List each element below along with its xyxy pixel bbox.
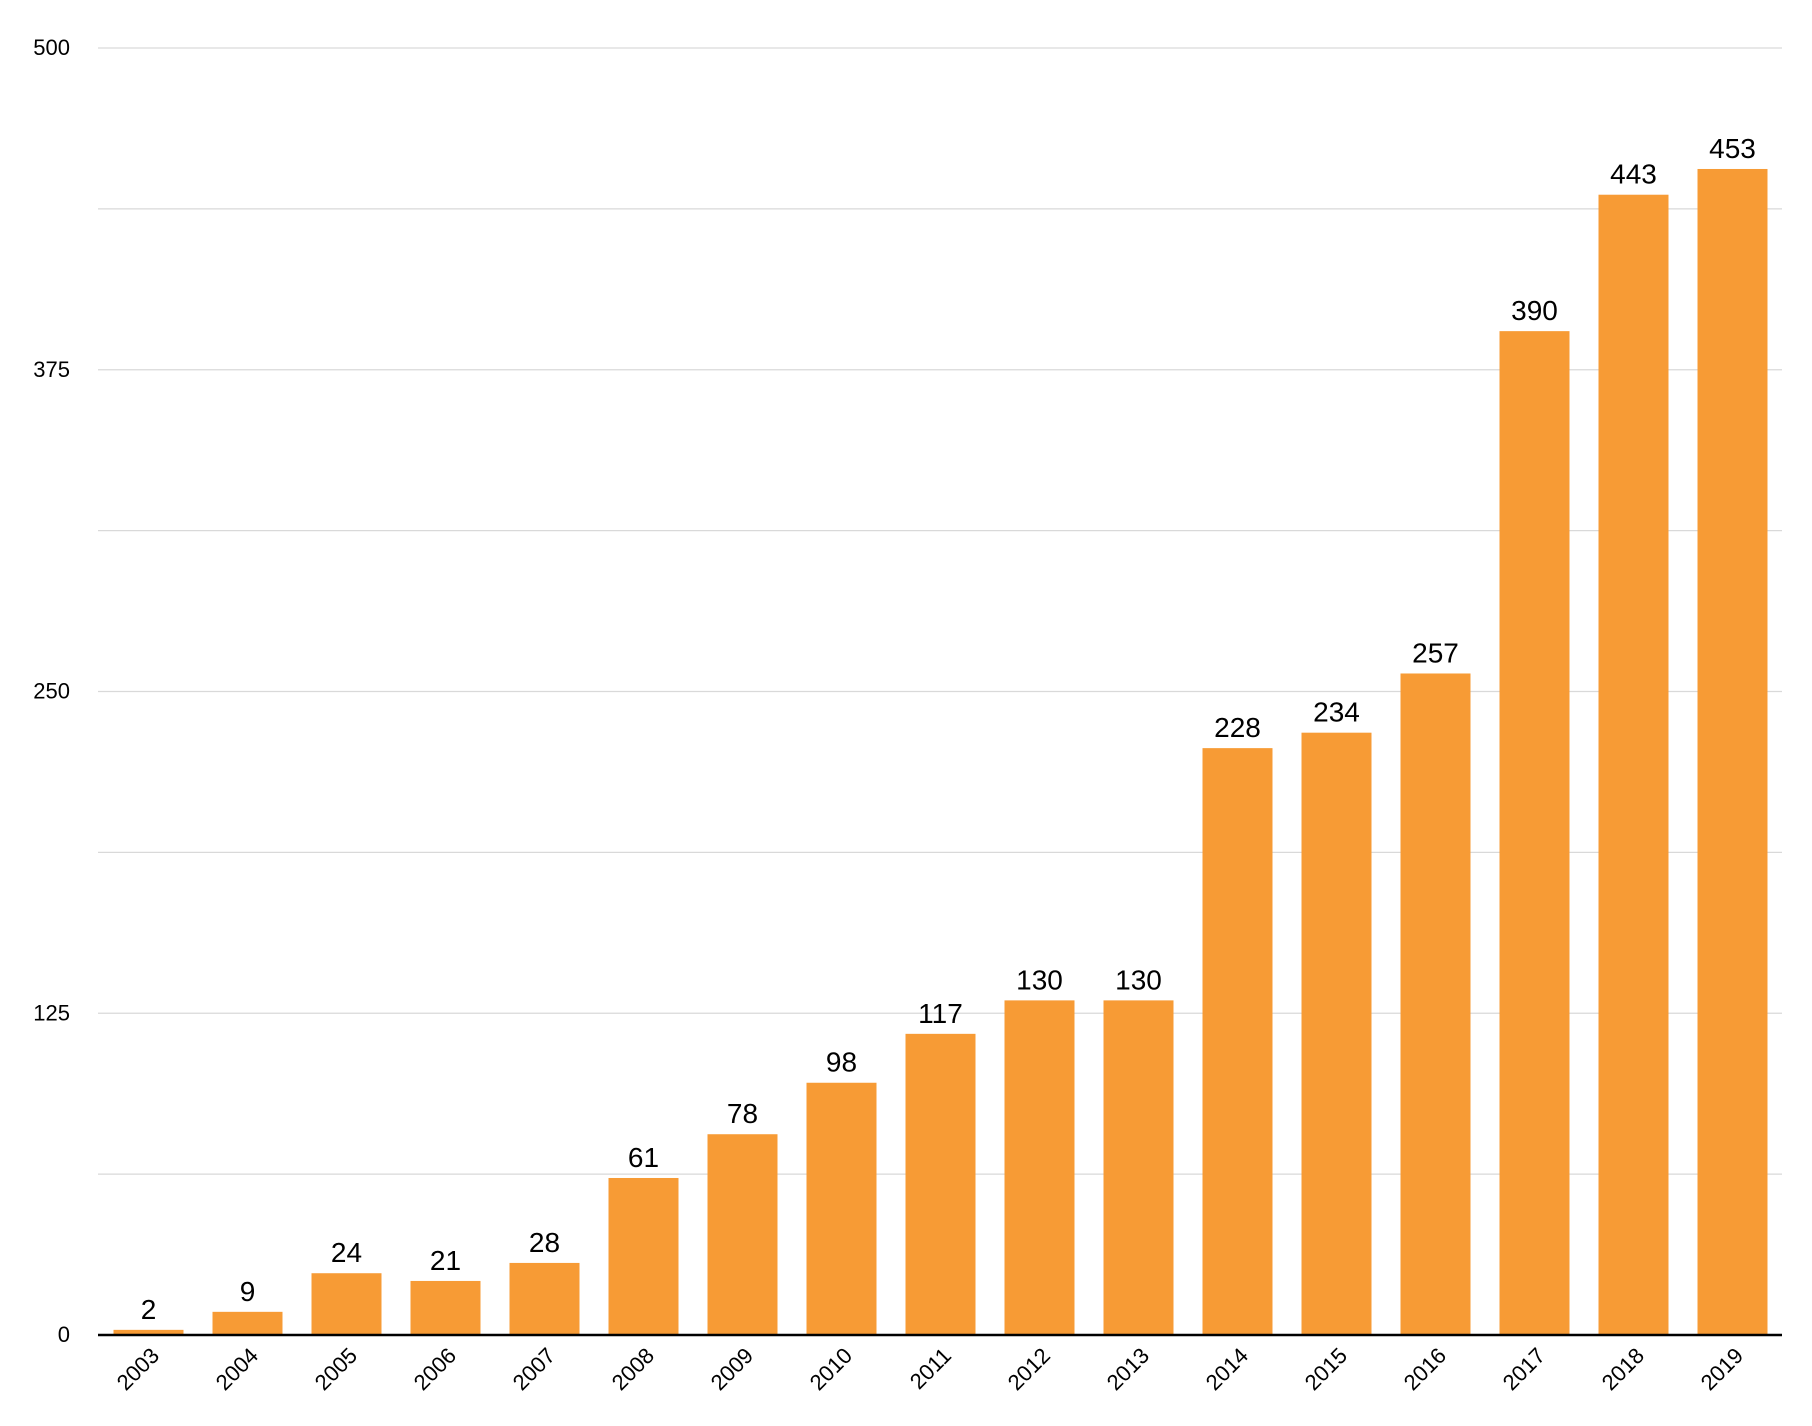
data-label: 61 — [628, 1142, 659, 1173]
x-tick-label: 2015 — [1300, 1343, 1352, 1395]
bar — [1301, 732, 1372, 1335]
data-labels: 2 9 24 21 28 61 78 98 117 130 130 228 234 257 390 443 45… — [141, 133, 1756, 1325]
x-axis-ticks: 2003 2004 2005 2006 2007 2008 2009 2010 2011 2012… — [112, 1343, 1748, 1395]
bar — [1400, 673, 1471, 1335]
x-tick-label: 2004 — [211, 1343, 263, 1395]
bar — [1598, 194, 1669, 1335]
bar — [1499, 331, 1570, 1335]
bar — [1103, 1000, 1174, 1335]
bars — [113, 168, 1768, 1335]
data-label: 24 — [331, 1237, 362, 1268]
bar — [608, 1177, 679, 1335]
data-label: 9 — [240, 1276, 256, 1307]
bar — [1004, 1000, 1075, 1335]
bar — [212, 1311, 283, 1335]
data-label: 28 — [529, 1227, 560, 1258]
x-tick-label: 2003 — [112, 1343, 164, 1395]
x-tick-label: 2014 — [1201, 1343, 1253, 1395]
data-label: 2 — [141, 1294, 157, 1325]
y-tick-label: 250 — [33, 679, 70, 704]
x-tick-label: 2005 — [310, 1343, 362, 1395]
data-label: 443 — [1610, 159, 1657, 190]
x-tick-label: 2006 — [409, 1343, 461, 1395]
y-tick-label: 375 — [33, 357, 70, 382]
bar — [806, 1082, 877, 1335]
data-label: 228 — [1214, 712, 1261, 743]
data-label: 234 — [1313, 697, 1360, 728]
data-label: 21 — [430, 1245, 461, 1276]
gridlines — [98, 47, 1782, 1175]
y-tick-label: 0 — [58, 1322, 70, 1347]
x-tick-label: 2011 — [905, 1343, 956, 1394]
bar — [707, 1134, 778, 1335]
bar — [1697, 168, 1768, 1335]
bar — [1202, 748, 1273, 1335]
data-label: 117 — [918, 998, 963, 1029]
bar — [509, 1262, 580, 1335]
x-tick-label: 2012 — [1003, 1343, 1055, 1395]
data-label: 98 — [826, 1047, 857, 1078]
data-label: 130 — [1016, 964, 1063, 995]
x-tick-label: 2007 — [508, 1343, 560, 1395]
data-label: 130 — [1115, 964, 1162, 995]
x-tick-label: 2009 — [706, 1343, 758, 1395]
data-label: 453 — [1709, 133, 1756, 164]
x-tick-label: 2017 — [1498, 1343, 1550, 1395]
bar — [410, 1280, 481, 1335]
y-tick-label: 500 — [33, 35, 70, 60]
bar — [905, 1033, 976, 1335]
y-axis-ticks: 0 125 250 375 500 — [33, 35, 70, 1347]
x-tick-label: 2008 — [607, 1343, 659, 1395]
x-tick-label: 2010 — [805, 1343, 857, 1395]
bar — [311, 1273, 382, 1335]
x-tick-label: 2016 — [1399, 1343, 1451, 1395]
data-label: 78 — [727, 1098, 758, 1129]
x-tick-label: 2013 — [1102, 1343, 1154, 1395]
x-tick-label: 2018 — [1597, 1343, 1649, 1395]
data-label: 257 — [1412, 637, 1459, 668]
y-tick-label: 125 — [33, 1000, 70, 1025]
data-label: 390 — [1511, 295, 1558, 326]
x-tick-label: 2019 — [1696, 1343, 1748, 1395]
bar — [113, 1329, 184, 1335]
